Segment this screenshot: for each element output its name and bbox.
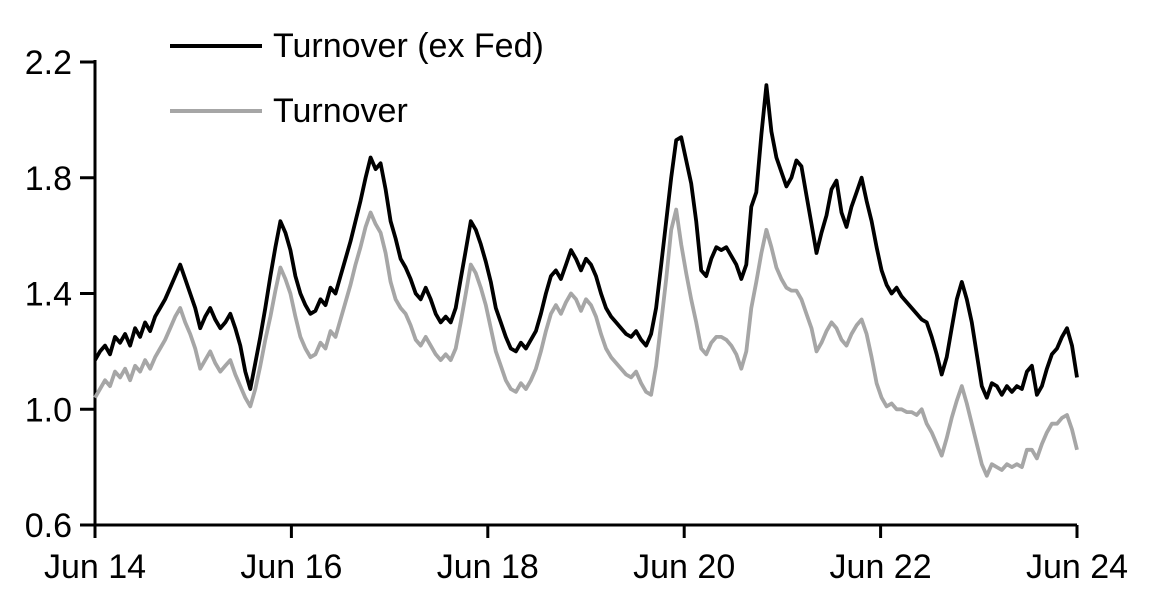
series-line-turnover: [93, 207, 1079, 478]
legend-line-swatch-gray: [170, 109, 262, 113]
y-axis-tick-label: 2.2: [25, 44, 72, 82]
x-axis-tick-label: Jun 24: [1026, 548, 1128, 586]
y-axis-tick-label: 0.6: [25, 507, 72, 545]
chart-legend: Turnover (ex Fed) Turnover: [170, 24, 544, 154]
x-axis-tick-label: Jun 14: [44, 548, 146, 586]
legend-item-turnover: Turnover: [170, 89, 544, 133]
x-axis-tick-label: Jun 18: [437, 548, 539, 586]
y-axis-tick-label: 1.0: [25, 391, 72, 429]
legend-label: Turnover (ex Fed): [273, 27, 544, 65]
legend-line-swatch-black: [170, 44, 262, 48]
x-axis-tick-label: Jun 16: [240, 548, 342, 586]
legend-item-turnover-ex-fed: Turnover (ex Fed): [170, 24, 544, 68]
x-axis-tick-label: Jun 22: [830, 548, 932, 586]
y-axis-tick-label: 1.4: [25, 276, 72, 314]
x-axis-tick-label: Jun 20: [633, 548, 735, 586]
series-line-turnover-ex-fed: [93, 83, 1079, 400]
y-axis-tick-label: 1.8: [25, 160, 72, 198]
legend-label: Turnover: [273, 92, 408, 130]
